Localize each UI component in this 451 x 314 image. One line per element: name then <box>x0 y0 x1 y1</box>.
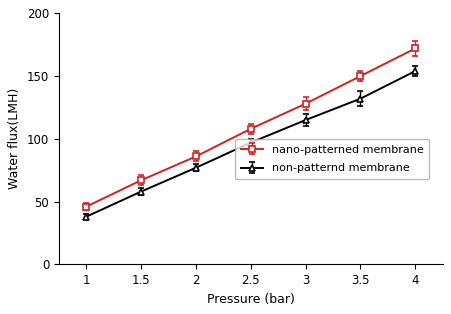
Y-axis label: Water flux(LMH): Water flux(LMH) <box>8 88 21 189</box>
Legend: nano-patterned membrane, non-patternd membrane: nano-patterned membrane, non-patternd me… <box>235 139 429 179</box>
X-axis label: Pressure (bar): Pressure (bar) <box>207 293 295 306</box>
